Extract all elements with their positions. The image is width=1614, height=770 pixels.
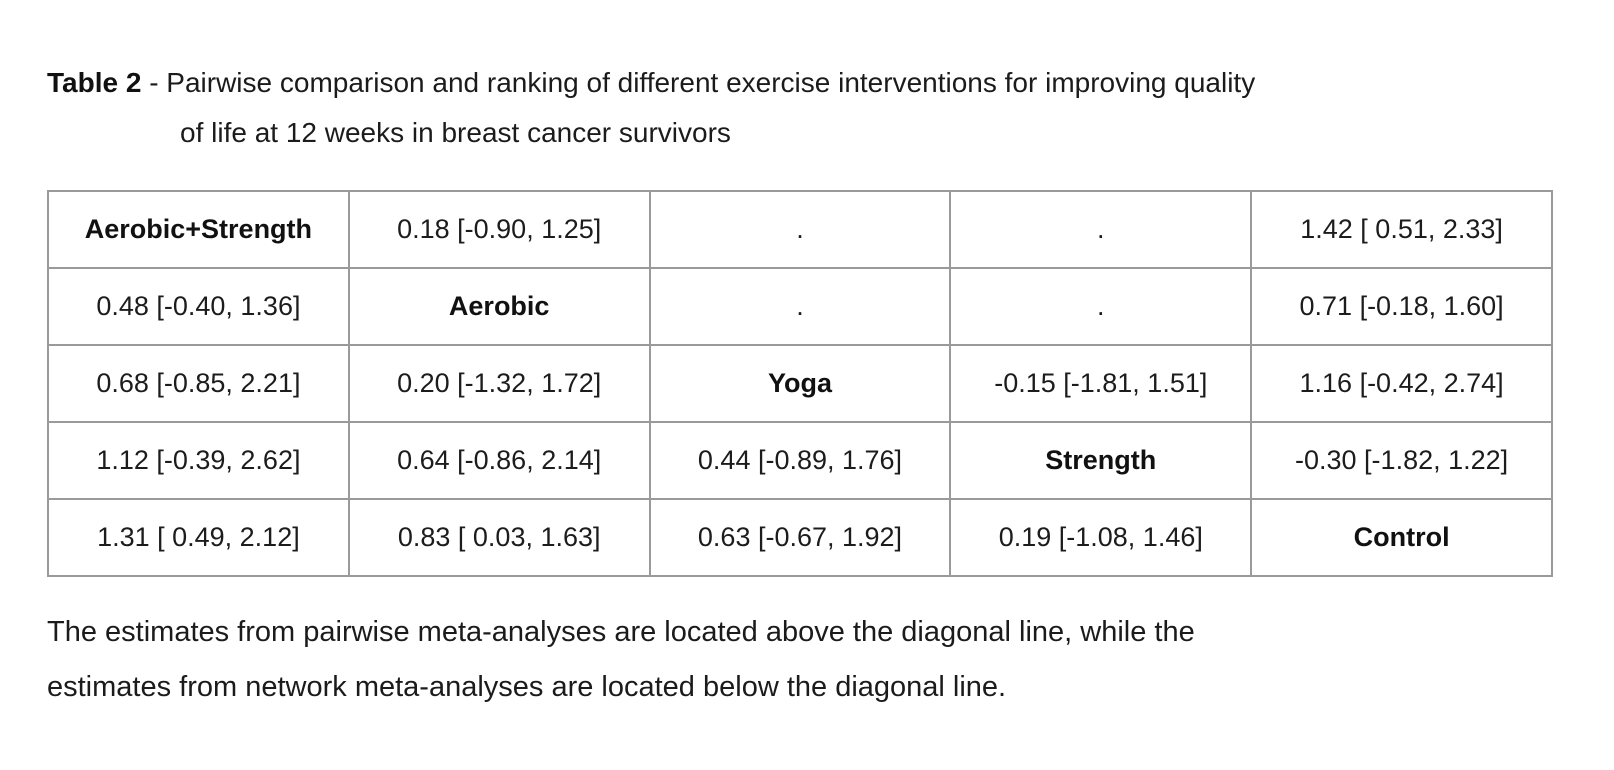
- estimate-cell: 0.68 [-0.85, 2.21]: [47, 344, 350, 423]
- table-row: 1.31 [ 0.49, 2.12] 0.83 [ 0.03, 1.63] 0.…: [47, 498, 1553, 577]
- estimate-cell: -0.15 [-1.81, 1.51]: [949, 344, 1253, 423]
- estimate-cell: 0.64 [-0.86, 2.14]: [347, 421, 651, 500]
- estimate-cell: -0.30 [-1.82, 1.22]: [1250, 421, 1553, 500]
- table-footnote: The estimates from pairwise meta-analyse…: [47, 605, 1614, 715]
- estimate-cell: 0.63 [-0.67, 1.92]: [648, 498, 952, 577]
- intervention-header-aerobic: Aerobic: [347, 267, 651, 346]
- estimate-cell: 0.19 [-1.08, 1.46]: [949, 498, 1253, 577]
- missing-estimate-cell: .: [949, 190, 1253, 269]
- missing-estimate-cell: .: [949, 267, 1253, 346]
- table-row: 0.48 [-0.40, 1.36] Aerobic . . 0.71 [-0.…: [47, 267, 1553, 346]
- table-row: 0.68 [-0.85, 2.21] 0.20 [-1.32, 1.72] Yo…: [47, 344, 1553, 423]
- estimate-cell: 1.12 [-0.39, 2.62]: [47, 421, 350, 500]
- pairwise-comparison-table: Aerobic+Strength 0.18 [-0.90, 1.25] . . …: [47, 190, 1553, 577]
- intervention-header-control: Control: [1250, 498, 1553, 577]
- estimate-cell: 1.31 [ 0.49, 2.12]: [47, 498, 350, 577]
- estimate-cell: 0.48 [-0.40, 1.36]: [47, 267, 350, 346]
- intervention-header-strength: Strength: [949, 421, 1253, 500]
- table-row: 1.12 [-0.39, 2.62] 0.64 [-0.86, 2.14] 0.…: [47, 421, 1553, 500]
- missing-estimate-cell: .: [648, 190, 952, 269]
- footnote-line2: estimates from network meta-analyses are…: [47, 671, 1007, 703]
- intervention-header-yoga: Yoga: [648, 344, 952, 423]
- table-caption-line2: of life at 12 weeks in breast cancer sur…: [180, 117, 731, 148]
- estimate-cell: 0.44 [-0.89, 1.76]: [648, 421, 952, 500]
- table-number-label: Table 2: [47, 67, 142, 98]
- intervention-header-aerobic-strength: Aerobic+Strength: [47, 190, 350, 269]
- missing-estimate-cell: .: [648, 267, 952, 346]
- table-caption: Table 2 - Pairwise comparison and rankin…: [47, 58, 1614, 158]
- estimate-cell: 0.18 [-0.90, 1.25]: [347, 190, 651, 269]
- table-title-text: - Pairwise comparison and ranking of dif…: [149, 67, 1256, 98]
- footnote-line1: The estimates from pairwise meta-analyse…: [47, 616, 1195, 648]
- estimate-cell: 1.42 [ 0.51, 2.33]: [1250, 190, 1553, 269]
- table-row: Aerobic+Strength 0.18 [-0.90, 1.25] . . …: [47, 190, 1553, 269]
- table-body: Aerobic+Strength 0.18 [-0.90, 1.25] . . …: [47, 190, 1553, 577]
- table-caption-line1: Table 2 - Pairwise comparison and rankin…: [47, 58, 1614, 108]
- estimate-cell: 0.20 [-1.32, 1.72]: [347, 344, 651, 423]
- estimate-cell: 1.16 [-0.42, 2.74]: [1250, 344, 1553, 423]
- estimate-cell: 0.71 [-0.18, 1.60]: [1250, 267, 1553, 346]
- estimate-cell: 0.83 [ 0.03, 1.63]: [347, 498, 651, 577]
